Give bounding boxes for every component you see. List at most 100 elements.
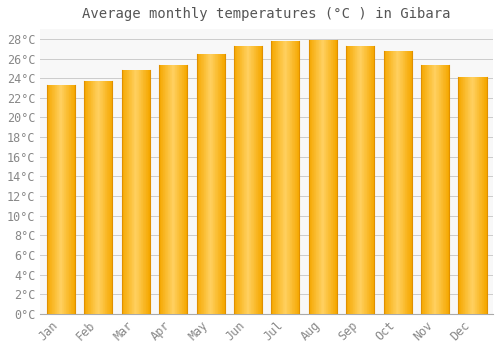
Bar [217, 54, 218, 314]
Bar [221, 54, 222, 314]
Bar [468, 77, 469, 314]
Bar [282, 41, 284, 314]
Bar [160, 65, 161, 314]
Bar [387, 51, 388, 314]
Bar [244, 46, 245, 314]
Bar [287, 41, 288, 314]
Bar [372, 46, 373, 314]
Bar [73, 85, 74, 314]
Bar [85, 81, 86, 314]
Bar [172, 65, 173, 314]
Bar [87, 81, 88, 314]
Bar [196, 54, 197, 314]
Bar [347, 46, 348, 314]
Bar [292, 41, 293, 314]
Bar [318, 40, 320, 314]
Bar [295, 41, 296, 314]
Bar [181, 65, 182, 314]
Bar [234, 46, 236, 314]
Bar [293, 41, 294, 314]
Bar [467, 77, 468, 314]
Bar [218, 54, 219, 314]
Bar [236, 46, 238, 314]
Bar [373, 46, 374, 314]
Bar [56, 85, 58, 314]
Bar [111, 81, 112, 314]
Bar [444, 65, 445, 314]
Bar [466, 77, 467, 314]
Bar [255, 46, 256, 314]
Bar [367, 46, 368, 314]
Bar [425, 65, 426, 314]
Bar [140, 70, 141, 314]
Bar [176, 65, 178, 314]
Bar [332, 40, 334, 314]
Bar [359, 46, 360, 314]
Bar [51, 85, 52, 314]
Bar [366, 46, 367, 314]
Bar [84, 81, 85, 314]
Bar [170, 65, 171, 314]
Bar [360, 46, 361, 314]
Bar [58, 85, 59, 314]
Bar [90, 81, 92, 314]
Bar [272, 41, 273, 314]
Bar [132, 70, 133, 314]
Bar [200, 54, 202, 314]
Bar [96, 81, 97, 314]
Bar [161, 65, 162, 314]
Bar [260, 46, 262, 314]
Bar [328, 40, 329, 314]
Bar [208, 54, 209, 314]
Bar [59, 85, 60, 314]
Bar [280, 41, 281, 314]
Bar [354, 46, 356, 314]
Bar [144, 70, 145, 314]
Bar [469, 77, 470, 314]
Bar [370, 46, 372, 314]
Bar [215, 54, 216, 314]
Bar [204, 54, 205, 314]
Bar [216, 54, 217, 314]
Bar [243, 46, 244, 314]
Bar [167, 65, 168, 314]
Bar [310, 40, 311, 314]
Bar [139, 70, 140, 314]
Bar [109, 81, 110, 314]
Bar [110, 81, 111, 314]
Bar [259, 46, 260, 314]
Bar [399, 51, 400, 314]
Bar [257, 46, 258, 314]
Bar [130, 70, 131, 314]
Bar [334, 40, 336, 314]
Bar [273, 41, 274, 314]
Bar [446, 65, 447, 314]
Bar [274, 41, 275, 314]
Bar [356, 46, 358, 314]
Bar [103, 81, 104, 314]
Bar [97, 81, 98, 314]
Bar [53, 85, 54, 314]
Bar [275, 41, 276, 314]
Title: Average monthly temperatures (°C ) in Gibara: Average monthly temperatures (°C ) in Gi… [82, 7, 451, 21]
Bar [423, 65, 424, 314]
Bar [460, 77, 462, 314]
Bar [480, 77, 481, 314]
Bar [256, 46, 257, 314]
Bar [128, 70, 130, 314]
Bar [291, 41, 292, 314]
Bar [124, 70, 125, 314]
Bar [223, 54, 224, 314]
Bar [296, 41, 298, 314]
Bar [171, 65, 172, 314]
Bar [402, 51, 404, 314]
Bar [133, 70, 134, 314]
Bar [63, 85, 64, 314]
Bar [326, 40, 327, 314]
Bar [202, 54, 203, 314]
Bar [384, 51, 385, 314]
Bar [104, 81, 106, 314]
Bar [149, 70, 150, 314]
Bar [288, 41, 289, 314]
Bar [64, 85, 65, 314]
